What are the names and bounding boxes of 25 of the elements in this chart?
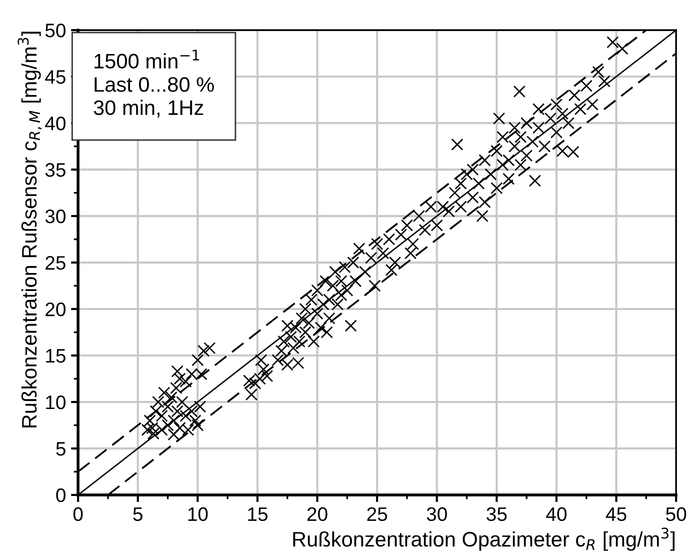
x-tick-label: 25 (367, 507, 388, 522)
x-tick-label: 50 (666, 507, 686, 522)
x-tick-label: 45 (606, 507, 626, 522)
x-tick-label: 10 (188, 507, 208, 522)
x-tick-label: 30 (426, 507, 447, 522)
annotation: 1500 min$^{−1}$ Last 0...80 % 30 min, 1Hz (94, 50, 214, 118)
x-tick-label: 35 (486, 507, 507, 522)
x-axis-title: Rußkonzentration Opazimeter c$_{R}$ [mg/m$^{3}$] (293, 528, 675, 551)
y-tick-label: 50 (45, 24, 66, 38)
y-tick-label: 25 (46, 256, 66, 270)
y-tick-label: 15 (46, 349, 66, 363)
y-axis-title: Rußkonzentration Rußsensor c$_{R,M}$ [mg/m$^{3}$] (18, 32, 42, 428)
x-tick-label: 15 (248, 507, 268, 522)
y-tick-label: 35 (45, 163, 66, 177)
y-tick-label: 20 (46, 302, 66, 316)
y-tick-label: 5 (56, 442, 66, 456)
x-tick-label: 0 (73, 507, 83, 522)
x-tick-label: 40 (546, 507, 567, 522)
x-tick-label: 20 (307, 507, 328, 522)
y-tick-label: 40 (45, 116, 66, 130)
x-tick-label: 5 (133, 507, 142, 522)
y-tick-label: 30 (45, 210, 66, 224)
y-tick-label: 45 (45, 70, 66, 84)
y-tick-label: 0 (56, 488, 66, 502)
y-tick-label: 10 (46, 395, 66, 410)
